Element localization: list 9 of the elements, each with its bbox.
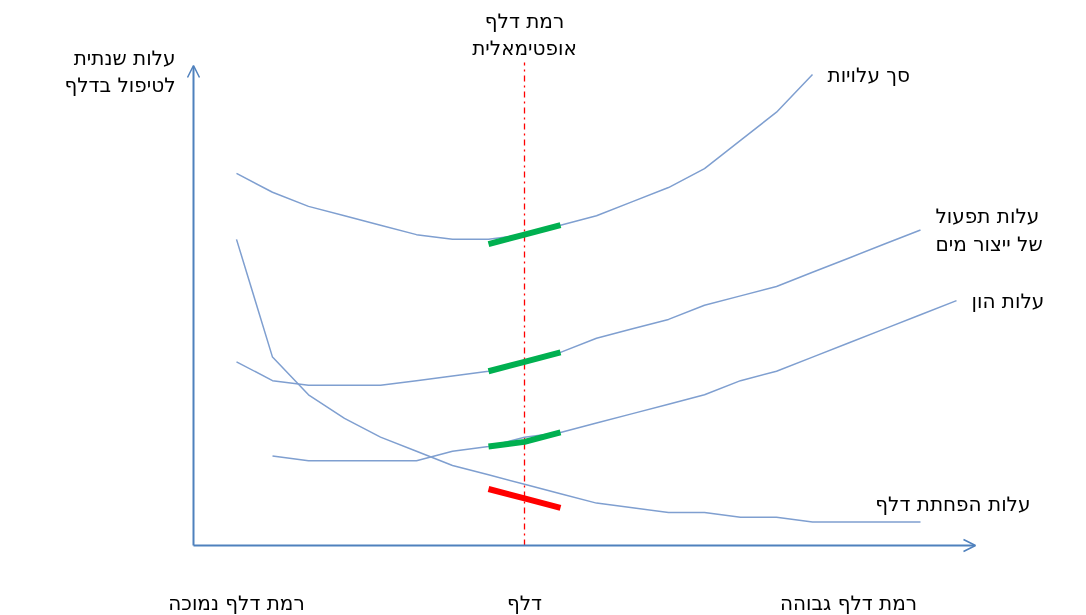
x-tick-label: רמת דלף נמוכה xyxy=(168,590,305,615)
series-label: סך עלויות xyxy=(827,62,910,87)
series-label: עלות תפעול של ייצור מים xyxy=(935,204,1043,256)
series-label: עלות הפחתת דלף xyxy=(875,491,1031,516)
x-tick-label: דלף xyxy=(506,590,543,615)
series-label: עלות הון xyxy=(971,288,1045,313)
ref-line-label: רמת דלף אופטימאלית xyxy=(472,8,577,61)
x-tick-label: רמת דלף גבוהה xyxy=(779,590,918,615)
y-axis-title: עלות שנתית לטיפול בדלף xyxy=(64,45,176,98)
